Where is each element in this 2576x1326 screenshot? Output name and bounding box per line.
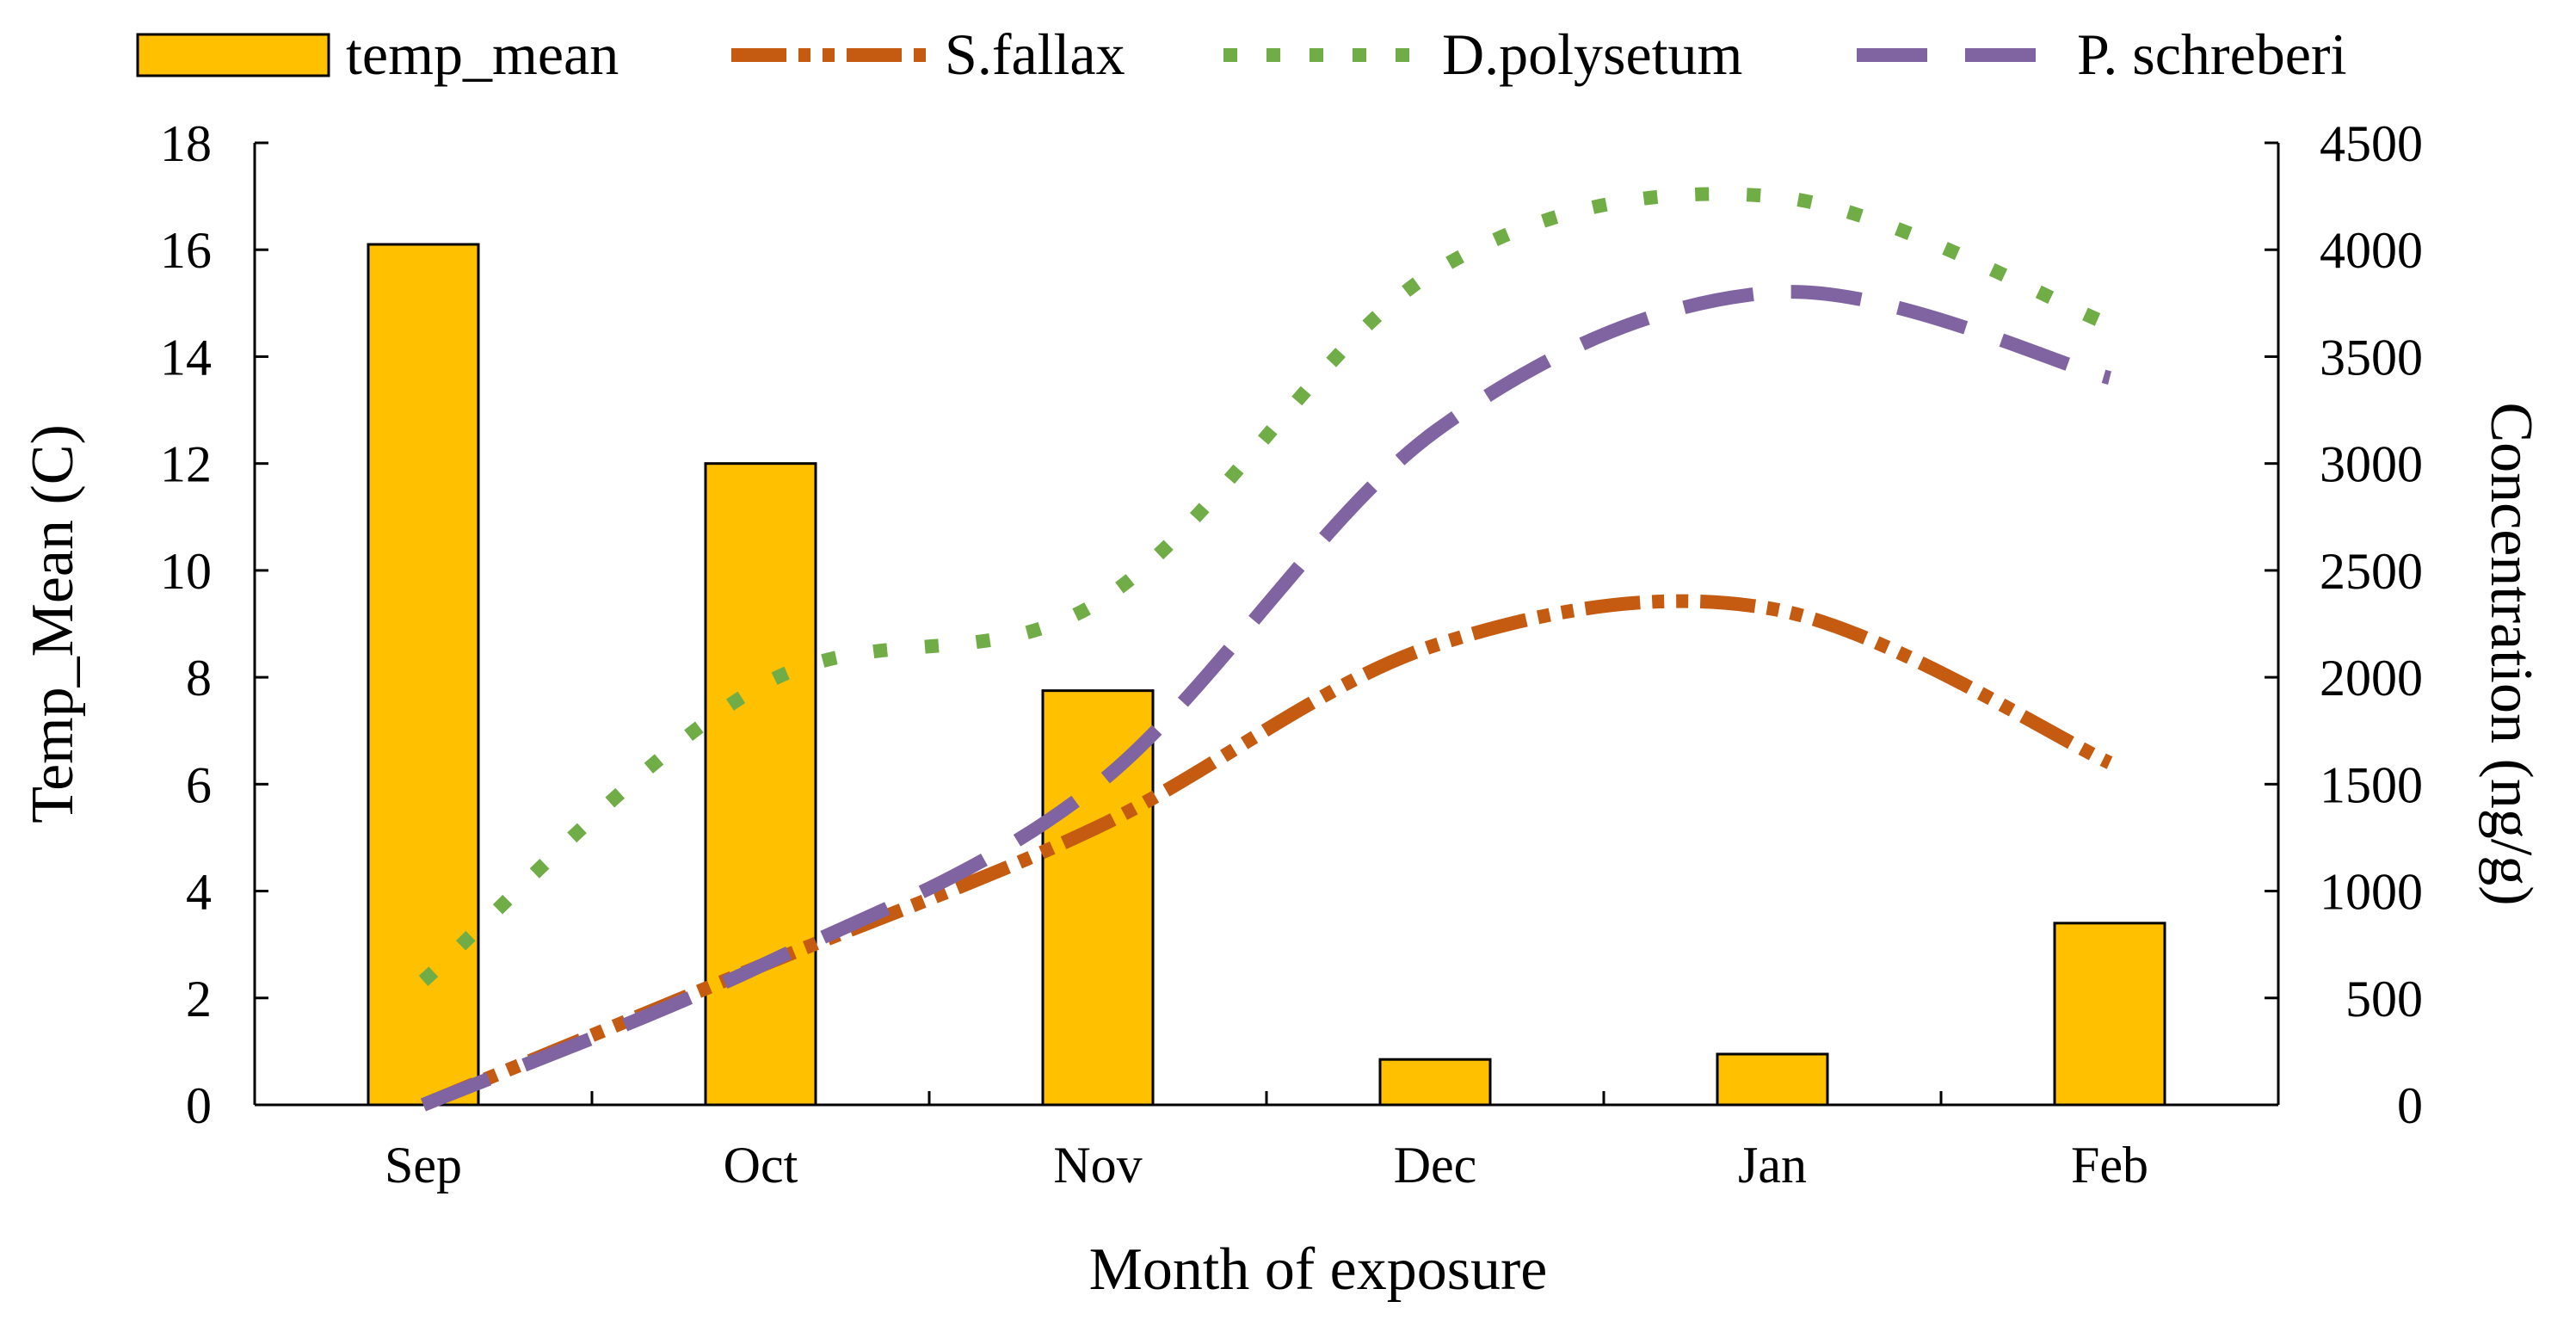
legend-label-temp-mean: temp_mean [346,22,619,87]
bar-series-temp-mean [367,243,2166,1107]
left-tick-label: 12 [160,436,212,493]
legend-item-d-polysetum: D.polysetum [1223,22,1742,87]
left-tick-label: 0 [186,1077,212,1134]
line-s-fallax [420,594,2113,1112]
line-p-schreberi [420,285,2111,1112]
right-axis-title: Concentration (ng/g) [2478,402,2544,905]
legend-label-s-fallax: S.fallax [945,22,1125,87]
right-tick-label: 3000 [2320,436,2423,493]
left-tick-label: 6 [186,756,212,813]
legend-label-d-polysetum: D.polysetum [1442,22,1742,87]
bar-oct [704,462,817,1107]
left-axis-title: Temp_Mean (C) [20,424,86,823]
right-tick-label: 3500 [2320,329,2423,385]
x-axis-ticks: Sep Oct Nov Dec Jan Feb [253,1091,2280,1193]
x-tick-label: Dec [1394,1137,1477,1193]
right-tick-label: 1000 [2320,864,2423,921]
right-tick-label: 2500 [2320,543,2423,600]
left-tick-label: 16 [160,222,212,279]
legend-item-s-fallax: S.fallax [731,22,1125,87]
left-tick-label: 10 [160,543,212,600]
bar-jan [1716,1052,1829,1107]
legend-swatch-temp-mean [136,33,330,77]
left-axis-ticks: 0 2 4 6 8 10 12 14 16 18 [160,115,268,1134]
legend-label-p-schreberi: P. schreberi [2077,22,2346,87]
right-axis-ticks: 0 500 1000 1500 2000 2500 3000 3500 4000 4500 [2265,115,2423,1134]
bar-sep [367,243,480,1107]
bar-dec [1378,1058,1492,1107]
legend: temp_mean S.fallax D.polysetum P. schreb… [136,22,2346,87]
right-tick-label: 500 [2345,971,2423,1027]
legend-item-p-schreberi: P. schreberi [1857,22,2346,87]
left-tick-label: 18 [160,115,212,172]
right-tick-label: 4500 [2320,115,2423,172]
x-tick-label: Oct [724,1137,798,1193]
bar-feb [2053,922,2166,1107]
left-tick-label: 4 [186,864,212,921]
axes [253,143,2280,1107]
x-axis-title: Month of exposure [1089,1237,1548,1303]
x-tick-label: Jan [1738,1137,1807,1193]
right-tick-label: 2000 [2320,650,2423,706]
left-tick-label: 8 [186,650,212,706]
right-tick-label: 0 [2397,1077,2423,1134]
right-tick-label: 4000 [2320,222,2423,279]
x-tick-label: Nov [1053,1137,1142,1193]
line-series [418,187,2113,1112]
x-tick-label: Feb [2071,1137,2148,1193]
right-tick-label: 1500 [2320,756,2423,813]
x-tick-label: Sep [385,1137,462,1193]
left-tick-label: 14 [160,329,212,385]
legend-item-temp-mean: temp_mean [136,22,619,87]
line-d-polysetum [418,187,2112,986]
left-tick-label: 2 [186,971,212,1027]
